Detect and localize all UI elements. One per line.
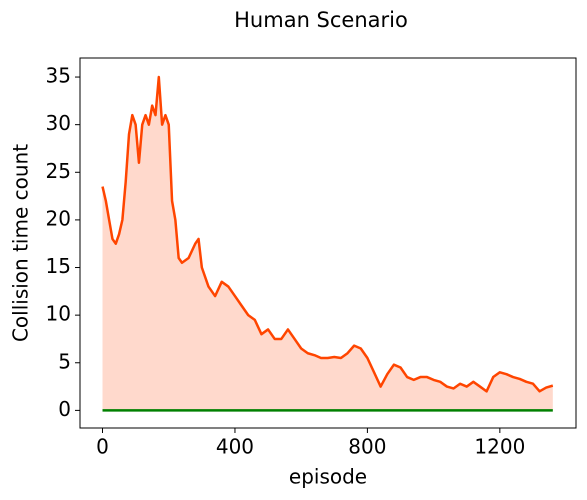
y-tick-label: 20 xyxy=(46,206,71,230)
x-axis-label: episode xyxy=(289,465,367,489)
y-tick-label: 5 xyxy=(58,349,71,373)
y-axis-label: Collision time count xyxy=(9,144,33,342)
y-tick-label: 0 xyxy=(58,397,71,421)
y-tick-label: 35 xyxy=(46,64,71,88)
y-tick-label: 25 xyxy=(46,159,71,183)
y-tick-label: 15 xyxy=(46,254,71,278)
x-tick-label: 0 xyxy=(96,435,109,459)
x-tick-label: 800 xyxy=(348,435,386,459)
x-tick-label: 400 xyxy=(216,435,254,459)
area xyxy=(102,77,553,411)
y-tick-label: 10 xyxy=(46,302,71,326)
line xyxy=(101,75,554,393)
chart-title: Human Scenario xyxy=(234,8,408,32)
y-tick-label: 30 xyxy=(46,111,71,135)
x-tick-label: 1200 xyxy=(474,435,525,459)
plot-frame xyxy=(79,57,577,429)
